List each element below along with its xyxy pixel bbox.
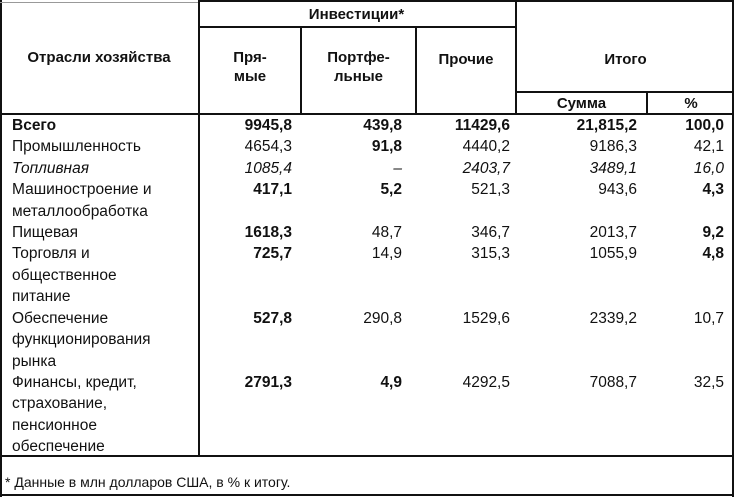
cell-other: 1529,6: [462, 309, 510, 327]
cell-percent: 16,0: [693, 159, 724, 177]
cell-other: 4292,5: [462, 373, 510, 391]
table-row: Всего 9945,8 439,8 11429,6 21,815,2 100,0: [0, 115, 734, 136]
row-label: Обеспечение функционирования рынка: [12, 309, 151, 370]
cell-other: 2403,7: [462, 159, 510, 177]
cell-sum: 9186,3: [589, 138, 637, 156]
border-top-left: [0, 2, 198, 3]
header-portfolio: Портфе- льные: [327, 49, 390, 85]
header-investments: Инвестиции*: [308, 6, 405, 23]
table-row: Финансы, кредит, страхование, пенсионное…: [0, 372, 734, 458]
cell-other: 315,3: [471, 245, 510, 263]
cell-portfolio: 4,9: [380, 373, 402, 391]
cell-portfolio: 91,8: [371, 138, 402, 156]
header-percent: %: [684, 95, 698, 112]
col-divider-label: [198, 0, 200, 456]
cell-percent: 100,0: [685, 117, 724, 134]
row-label: Промышленность: [12, 138, 141, 156]
cell-direct: 1618,3: [244, 223, 292, 241]
border-bottom: [0, 494, 734, 496]
row-label: Всего: [12, 117, 57, 134]
cell-portfolio: 5,2: [380, 181, 402, 199]
cell-direct: 527,8: [253, 309, 292, 327]
cell-portfolio: –: [393, 159, 402, 177]
cell-percent: 9,2: [702, 223, 724, 241]
cell-direct: 1085,4: [244, 159, 292, 177]
cell-percent: 4,3: [702, 181, 724, 199]
header-total: Итого: [604, 51, 647, 68]
cell-other: 4440,2: [462, 138, 510, 156]
header-sector: Отрасли хозяйства: [27, 49, 171, 66]
footnote: * Данные в млн долларов США, в % к итогу…: [5, 474, 291, 490]
cell-portfolio: 290,8: [363, 309, 402, 327]
cell-portfolio: 48,7: [371, 223, 402, 241]
table-row: Обеспечение функционирования рынка 527,8 2…: [0, 308, 734, 372]
cell-sum: 21,815,2: [576, 117, 637, 134]
col-divider-sum: [646, 91, 648, 114]
header-other: Прочие: [438, 51, 494, 68]
cell-sum: 2013,7: [589, 223, 637, 241]
table-row: Машиностроение и металлообработка 417,1 5,…: [0, 179, 734, 222]
body-bottom-line: [0, 455, 734, 457]
cell-percent: 42,1: [693, 138, 724, 156]
cell-direct: 4654,3: [244, 138, 292, 156]
cell-percent: 10,7: [693, 309, 724, 327]
cell-sum: 7088,7: [589, 373, 637, 391]
cell-percent: 4,8: [702, 245, 724, 263]
total-underline: [515, 91, 734, 93]
row-label: Финансы, кредит, страхование, пенсионное…: [12, 373, 137, 456]
cell-portfolio: 14,9: [371, 245, 402, 263]
row-label: Торговля и общественное питание: [12, 245, 117, 306]
cell-direct: 417,1: [253, 181, 292, 199]
cell-direct: 9945,8: [244, 117, 292, 134]
table-row: Пищевая 1618,3 48,7 346,7 2013,7 9,2: [0, 222, 734, 243]
header-bottom-line: [0, 113, 734, 115]
col-divider-other: [515, 0, 517, 114]
row-label: Пищевая: [12, 223, 79, 241]
border-right: [732, 0, 734, 497]
cell-other: 521,3: [471, 181, 510, 199]
header-direct: Пря- мые: [233, 49, 267, 85]
table-row: Промышленность 4654,3 91,8 4440,2 9186,3 42,1: [0, 136, 734, 157]
cell-sum: 3489,1: [589, 159, 637, 177]
table-row: Торговля и общественное питание 725,7 14,9…: [0, 243, 734, 307]
cell-sum: 1055,9: [589, 245, 637, 263]
cell-percent: 32,5: [693, 373, 724, 391]
row-label: Топливная: [12, 159, 89, 177]
cell-direct: 2791,3: [244, 373, 292, 391]
row-label: Машиностроение и металлообработка: [12, 181, 152, 220]
table-body: Всего 9945,8 439,8 11429,6 21,815,2 100,0 Пром…: [0, 115, 734, 457]
border-top: [198, 0, 734, 2]
investments-underline: [198, 26, 515, 28]
cell-other: 11429,6: [454, 117, 510, 134]
cell-sum: 2339,2: [589, 309, 637, 327]
cell-sum: 943,6: [598, 181, 637, 199]
border-left: [0, 0, 2, 497]
col-divider-portfolio: [415, 26, 417, 114]
col-divider-direct: [300, 26, 302, 114]
cell-other: 346,7: [471, 223, 510, 241]
header-sum: Сумма: [556, 95, 607, 112]
cell-portfolio: 439,8: [363, 117, 402, 134]
cell-direct: 725,7: [253, 245, 292, 263]
table-row: Топливная 1085,4 – 2403,7 3489,1 16,0: [0, 158, 734, 179]
